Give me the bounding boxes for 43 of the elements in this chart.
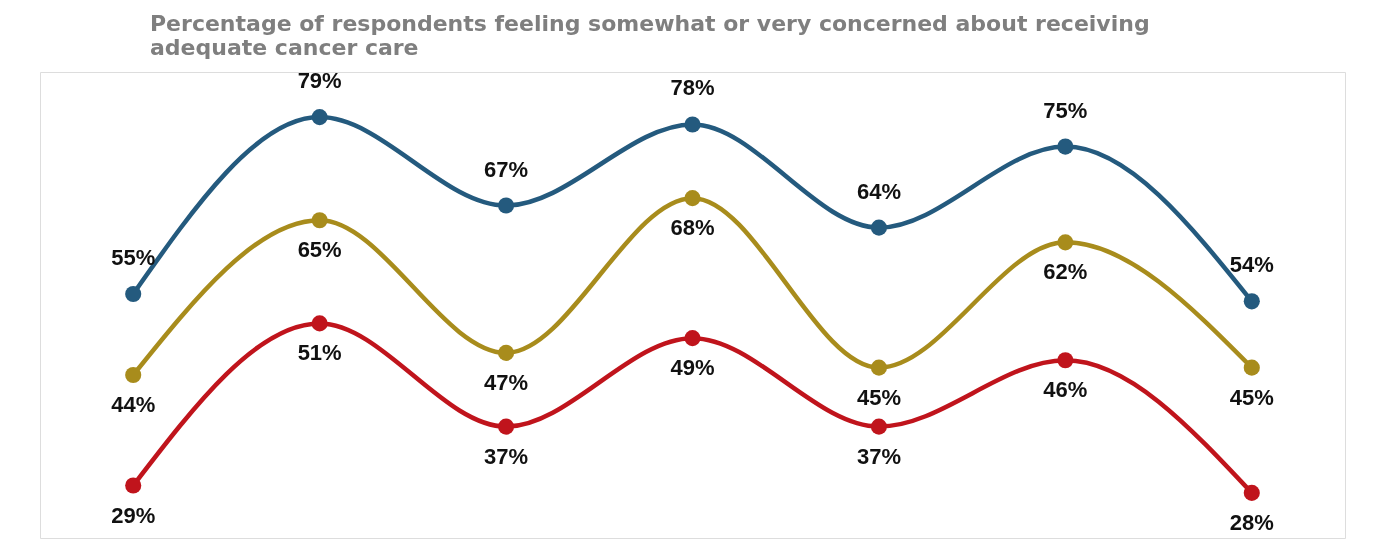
data-label: 45% bbox=[1229, 384, 1274, 410]
data-label: 79% bbox=[297, 68, 342, 94]
point bbox=[498, 418, 515, 435]
data-label: 37% bbox=[484, 443, 529, 469]
data-label: 45% bbox=[856, 384, 901, 410]
point bbox=[311, 315, 328, 332]
point bbox=[125, 477, 142, 494]
data-label: 49% bbox=[670, 355, 715, 381]
point bbox=[870, 359, 887, 376]
point bbox=[1243, 484, 1260, 501]
data-label: 75% bbox=[1043, 97, 1088, 123]
point bbox=[870, 219, 887, 236]
data-label: 62% bbox=[1043, 259, 1088, 285]
data-label: 28% bbox=[1229, 509, 1274, 535]
point bbox=[684, 116, 701, 133]
point bbox=[870, 418, 887, 435]
point bbox=[1243, 293, 1260, 310]
data-label: 54% bbox=[1229, 252, 1274, 278]
point bbox=[125, 285, 142, 302]
point bbox=[311, 212, 328, 229]
point bbox=[498, 197, 515, 214]
point bbox=[1057, 234, 1074, 251]
data-label: 51% bbox=[297, 340, 342, 366]
point bbox=[498, 344, 515, 361]
point bbox=[125, 366, 142, 384]
point bbox=[684, 330, 701, 347]
data-label: 55% bbox=[111, 244, 156, 270]
point bbox=[1243, 359, 1260, 376]
point bbox=[1057, 352, 1074, 369]
data-label: 68% bbox=[670, 215, 715, 241]
data-label: 29% bbox=[111, 502, 156, 528]
point bbox=[1057, 138, 1074, 155]
data-label: 78% bbox=[670, 75, 715, 101]
data-label: 67% bbox=[484, 156, 529, 182]
chart-title: Percentage of respondents feeling somewhat or very concerned about receiving adequate cancer care bbox=[150, 11, 1150, 61]
data-label: 65% bbox=[297, 237, 342, 263]
data-label: 44% bbox=[111, 392, 156, 417]
point bbox=[311, 109, 328, 126]
point bbox=[684, 190, 701, 207]
data-label: 46% bbox=[1043, 377, 1088, 403]
data-label: 37% bbox=[856, 443, 901, 469]
data-label: 47% bbox=[484, 369, 529, 395]
data-label: 64% bbox=[856, 178, 901, 204]
